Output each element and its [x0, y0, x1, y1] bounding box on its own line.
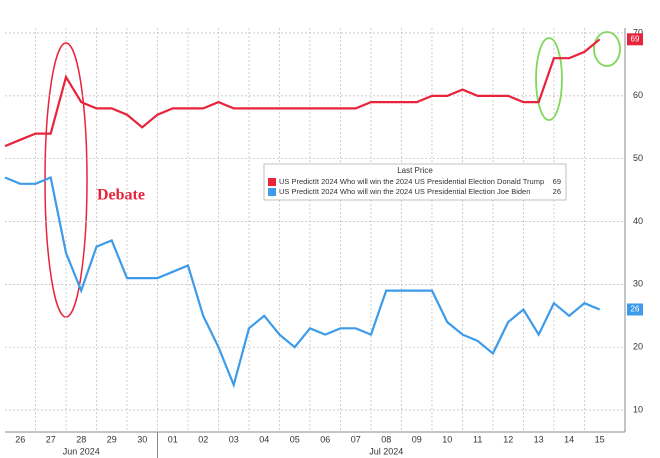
legend-box [263, 163, 567, 201]
x-tick-label: 04 [259, 434, 269, 444]
x-tick-label: 28 [76, 434, 86, 444]
x-tick-label: 07 [351, 434, 361, 444]
x-tick-label: 03 [229, 434, 239, 444]
x-sublabel: Jul 2024 [369, 446, 403, 456]
legend-title: Last Price [397, 166, 433, 175]
x-tick-label: 26 [15, 434, 25, 444]
legend-value: 69 [553, 177, 561, 186]
legend-swatch [268, 178, 276, 186]
y-tick-label: 10 [633, 404, 643, 414]
x-tick-label: 05 [290, 434, 300, 444]
x-tick-label: 30 [137, 434, 147, 444]
series-line [4, 38, 601, 148]
y-tick-label: 50 [633, 153, 643, 163]
y-tick-label: 30 [633, 279, 643, 289]
y-tick-label: 60 [633, 90, 643, 100]
x-sublabel: Jun 2024 [63, 446, 100, 456]
last-value-label: 69 [631, 34, 640, 43]
last-value-tag [627, 303, 643, 316]
x-tick-label: 29 [107, 434, 117, 444]
highlight-ellipse [535, 37, 563, 121]
legend-value: 26 [553, 187, 561, 196]
x-tick-label: 15 [595, 434, 605, 444]
y-tick-label: 40 [633, 216, 643, 226]
legend-swatch [268, 188, 276, 196]
y-tick-label: 70 [633, 27, 643, 37]
last-value-label: 26 [631, 305, 640, 314]
x-tick-label: 13 [534, 434, 544, 444]
x-tick-label: 01 [168, 434, 178, 444]
x-tick-label: 14 [564, 434, 574, 444]
x-tick-label: 27 [46, 434, 56, 444]
annotation: Debate [97, 187, 145, 204]
x-tick-label: 10 [442, 434, 452, 444]
x-tick-label: 09 [412, 434, 422, 444]
x-tick-label: 06 [320, 434, 330, 444]
y-tick-label: 20 [633, 342, 643, 352]
legend-label: US PredictIt 2024 Who will win the 2024 … [279, 187, 530, 196]
x-tick-label: 12 [503, 434, 513, 444]
x-tick-label: 02 [198, 434, 208, 444]
x-tick-label: 11 [473, 434, 482, 444]
last-value-tag [627, 33, 643, 46]
series-line [4, 175, 601, 389]
highlight-ellipse [593, 31, 621, 67]
legend-label: US PredictIt 2024 Who will win the 2024 … [279, 177, 544, 186]
x-tick-label: 08 [381, 434, 391, 444]
legend: Last Price US PredictIt 2024 Who will win… [263, 163, 567, 201]
